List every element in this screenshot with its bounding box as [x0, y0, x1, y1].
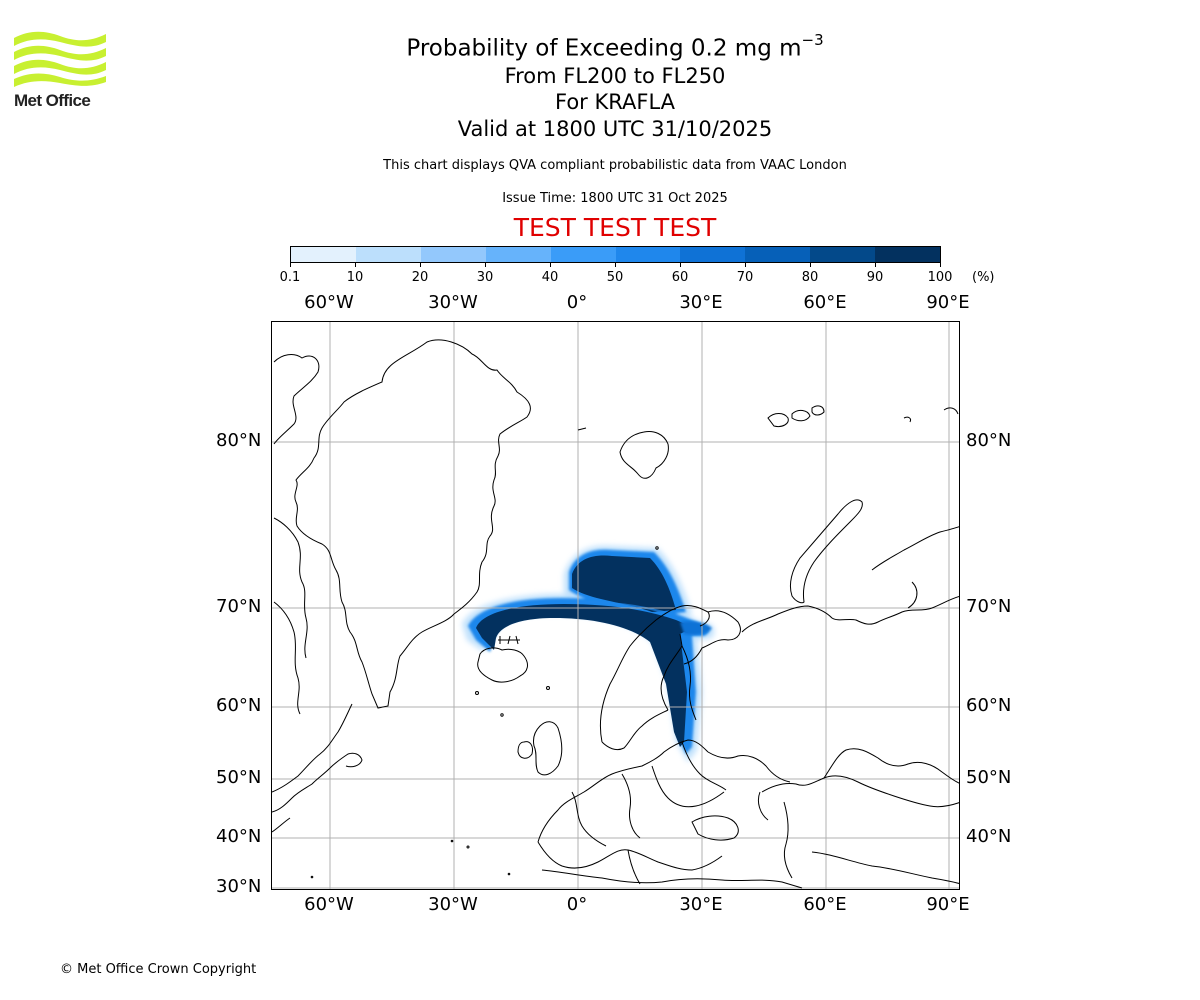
colorbar-segment	[420, 247, 486, 262]
logo-text: Met Office	[14, 91, 91, 110]
lon-label-bottom: 60°W	[304, 894, 354, 915]
colorbar-segment	[550, 247, 616, 262]
chart-title: Probability of Exceeding 0.2 mg m−3	[0, 27, 1200, 64]
title-superscript: −3	[801, 31, 824, 49]
colorbar-tick	[290, 263, 291, 267]
lon-label-bottom: 60°E	[803, 894, 847, 915]
colorbar-segment	[485, 247, 551, 262]
colorbar-tick-label: 100	[927, 270, 953, 285]
test-banner: TEST TEST TEST	[513, 213, 717, 242]
colorbar-tick	[680, 263, 681, 267]
colorbar-tick-label: 50	[606, 270, 624, 285]
valid-time: Valid at 1800 UTC 31/10/2025	[457, 117, 773, 141]
lat-label-left: 40°N	[216, 826, 262, 847]
lat-label-left: 50°N	[216, 767, 262, 788]
colorbar-tick-label: 0.1	[279, 270, 301, 285]
colorbar-segment	[810, 247, 876, 262]
colorbar-segment	[875, 247, 941, 262]
met-office-logo: Met Office	[14, 30, 106, 112]
title-text: Probability of Exceeding 0.2 mg m	[406, 35, 802, 62]
chart-description: This chart displays QVA compliant probab…	[383, 158, 847, 173]
colorbar	[290, 246, 941, 263]
lat-label-right: 50°N	[966, 767, 1012, 788]
colorbar-tick	[745, 263, 746, 267]
lat-label-left: 60°N	[216, 695, 262, 716]
map-canvas	[272, 322, 959, 889]
issue-time: Issue Time: 1800 UTC 31 Oct 2025	[502, 191, 728, 206]
colorbar-tick-label: 90	[866, 270, 884, 285]
colorbar-tick	[420, 263, 421, 267]
lat-label-right: 60°N	[966, 695, 1012, 716]
wave-icon	[14, 31, 106, 87]
colorbar-segment	[680, 247, 746, 262]
lon-label-bottom: 30°W	[428, 894, 478, 915]
colorbar-tick	[355, 263, 356, 267]
colorbar-tick	[485, 263, 486, 267]
copyright-notice: © Met Office Crown Copyright	[60, 962, 257, 977]
colorbar-segment	[615, 247, 681, 262]
colorbar-tick-label: 10	[346, 270, 364, 285]
colorbar-segment	[355, 247, 421, 262]
lat-label-left: 30°N	[216, 876, 262, 897]
lon-label-top: 60°W	[304, 292, 354, 313]
lon-label-top: 30°E	[679, 292, 723, 313]
lon-label-top: 90°E	[926, 292, 970, 313]
lon-label-bottom: 90°E	[926, 894, 970, 915]
volcano-name: For KRAFLA	[555, 90, 675, 114]
lat-label-left: 70°N	[216, 596, 262, 617]
flight-levels: From FL200 to FL250	[504, 64, 726, 88]
colorbar-tick-label: 30	[476, 270, 494, 285]
map-plot	[271, 321, 960, 890]
gridlines	[272, 322, 959, 889]
colorbar-tick-label: 40	[541, 270, 559, 285]
colorbar-tick	[875, 263, 876, 267]
lat-label-right: 40°N	[966, 826, 1012, 847]
lat-label-right: 80°N	[966, 430, 1012, 451]
ash-plume	[462, 545, 715, 762]
colorbar-segment	[745, 247, 811, 262]
colorbar-tick-label: 20	[411, 270, 429, 285]
colorbar-ticks	[290, 263, 941, 269]
lon-label-bottom: 30°E	[679, 894, 723, 915]
colorbar-tick-label: 60	[671, 270, 689, 285]
lon-label-bottom: 0°	[566, 894, 588, 915]
colorbar-tick-label: 80	[801, 270, 819, 285]
lon-label-top: 0°	[566, 292, 588, 313]
colorbar-unit: (%)	[972, 270, 995, 285]
colorbar-tick	[550, 263, 551, 267]
lat-label-right: 70°N	[966, 596, 1012, 617]
colorbar-tick	[810, 263, 811, 267]
lon-label-top: 30°W	[428, 292, 478, 313]
colorbar-tick	[615, 263, 616, 267]
lat-label-left: 80°N	[216, 430, 262, 451]
lon-label-top: 60°E	[803, 292, 847, 313]
colorbar-tick	[940, 263, 941, 267]
colorbar-segment	[291, 247, 356, 262]
colorbar-tick-label: 70	[736, 270, 754, 285]
coastlines	[272, 339, 959, 889]
